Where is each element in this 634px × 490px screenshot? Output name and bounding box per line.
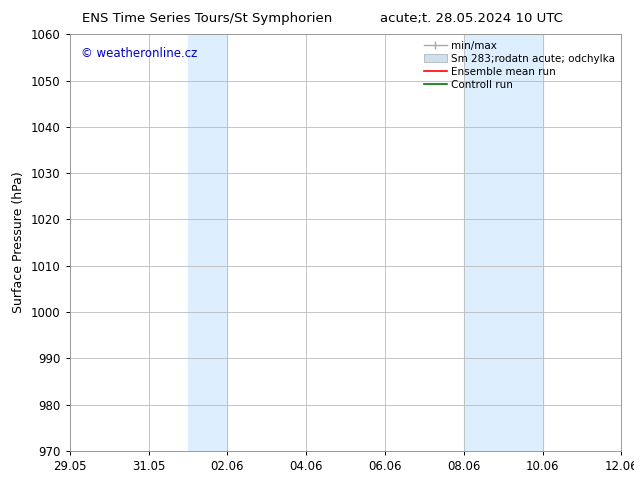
Bar (463, 34, 543, 451)
Bar (188, 34, 228, 451)
Y-axis label: Surface Pressure (hPa): Surface Pressure (hPa) (13, 172, 25, 314)
Text: © weatheronline.cz: © weatheronline.cz (81, 47, 197, 60)
Text: ENS Time Series Tours/St Symphorien: ENS Time Series Tours/St Symphorien (82, 12, 333, 25)
Legend: min/max, Sm 283;rodatn acute; odchylka, Ensemble mean run, Controll run: min/max, Sm 283;rodatn acute; odchylka, … (420, 36, 619, 94)
Text: acute;t. 28.05.2024 10 UTC: acute;t. 28.05.2024 10 UTC (380, 12, 563, 25)
